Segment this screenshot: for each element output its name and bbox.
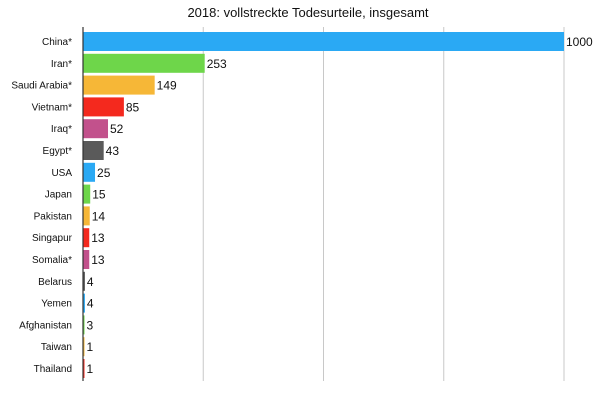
category-label-1: Iran* xyxy=(51,59,72,70)
value-label-13: 3 xyxy=(87,318,94,332)
bar-7 xyxy=(83,184,91,204)
bar-0 xyxy=(83,32,564,51)
value-label-2: 149 xyxy=(157,79,177,93)
category-label-2: Saudi Arabia* xyxy=(11,81,72,92)
bars xyxy=(83,32,564,378)
bar-3 xyxy=(83,97,124,117)
bar-4 xyxy=(83,119,109,139)
bar-8 xyxy=(83,206,90,226)
value-label-5: 43 xyxy=(106,144,120,158)
category-label-15: Thailand xyxy=(34,364,72,375)
bar-6 xyxy=(83,162,96,182)
category-label-4: Iraq* xyxy=(51,124,72,135)
category-label-7: Japan xyxy=(45,190,72,201)
category-label-5: Egypt* xyxy=(43,146,73,157)
bar-1 xyxy=(83,53,205,73)
bar-2 xyxy=(83,75,155,95)
category-label-14: Taiwan xyxy=(41,342,72,353)
bar-11 xyxy=(83,271,85,291)
category-label-6: USA xyxy=(51,168,72,179)
value-label-12: 4 xyxy=(87,297,94,311)
bar-14 xyxy=(83,337,85,357)
value-label-10: 13 xyxy=(91,253,105,267)
value-label-8: 14 xyxy=(92,209,106,223)
bar-5 xyxy=(83,141,104,160)
value-label-15: 1 xyxy=(87,362,94,376)
value-label-3: 85 xyxy=(126,100,140,114)
value-label-0: 1000 xyxy=(566,35,593,49)
category-labels: China* Iran* Saudi Arabia* Vietnam* Iraq* Egy… xyxy=(11,37,72,375)
value-label-11: 4 xyxy=(87,275,94,289)
chart-title: 2018: vollstreckte Todesurteile, insgesa… xyxy=(187,5,428,20)
bar-13 xyxy=(83,315,85,335)
category-label-10: Somalia* xyxy=(32,255,72,266)
bar-12 xyxy=(83,293,85,313)
category-label-13: Afghanistan xyxy=(19,320,72,331)
category-label-9: Singapur xyxy=(32,233,73,244)
gridlines xyxy=(202,27,565,381)
category-label-11: Belarus xyxy=(38,277,72,288)
value-label-4: 52 xyxy=(110,122,124,136)
value-label-6: 25 xyxy=(97,166,111,180)
bar-10 xyxy=(83,250,90,269)
category-label-8: Pakistan xyxy=(34,211,72,222)
bar-15 xyxy=(83,359,85,378)
category-label-0: China* xyxy=(42,37,72,48)
value-label-9: 13 xyxy=(91,231,105,245)
value-label-1: 253 xyxy=(207,57,227,71)
value-label-14: 1 xyxy=(87,340,94,354)
bar-9 xyxy=(83,228,90,248)
category-label-12: Yemen xyxy=(41,299,72,310)
category-label-3: Vietnam* xyxy=(32,102,73,113)
value-label-7: 15 xyxy=(92,188,106,202)
